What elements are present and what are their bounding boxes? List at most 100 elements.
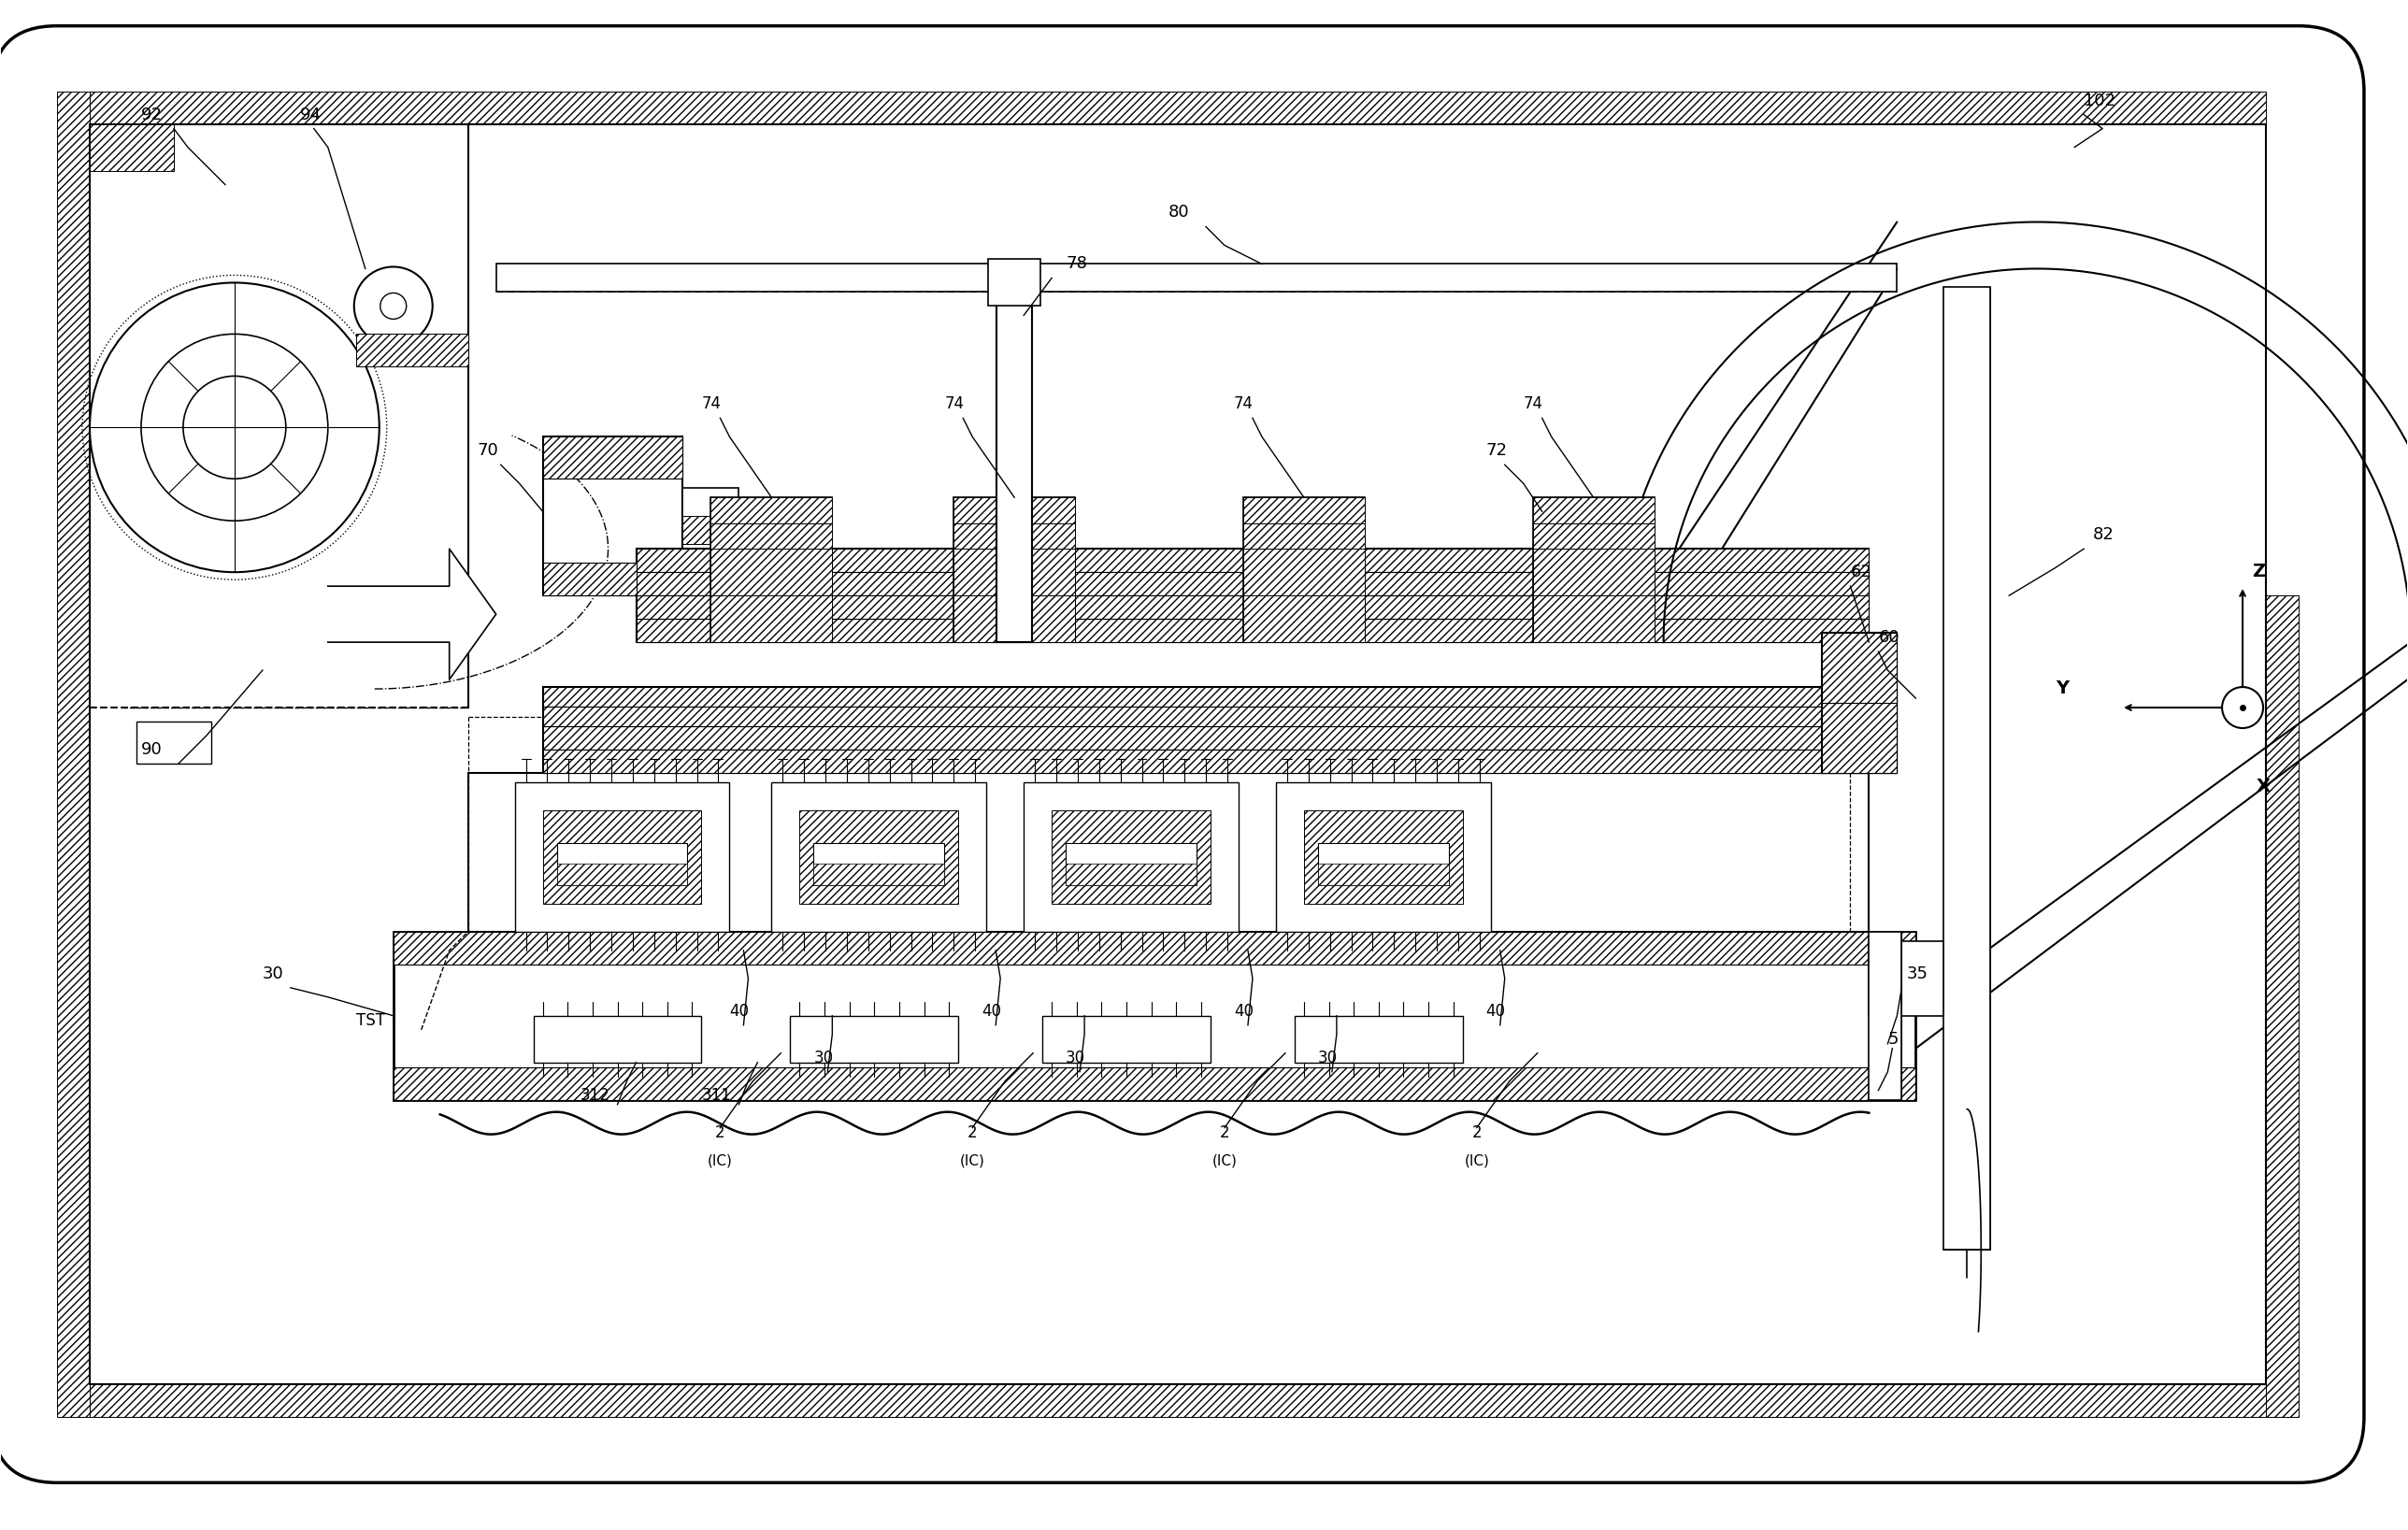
Bar bbox=[814, 864, 944, 884]
Bar bbox=[1534, 595, 1654, 643]
Bar bbox=[542, 727, 1898, 750]
Bar bbox=[710, 549, 833, 643]
Text: 74: 74 bbox=[1233, 396, 1255, 413]
Bar bbox=[684, 488, 739, 545]
Text: 2: 2 bbox=[715, 1125, 725, 1141]
Bar bbox=[1243, 549, 1365, 643]
Bar bbox=[954, 497, 1074, 549]
Bar bbox=[1943, 288, 1991, 1248]
Bar bbox=[542, 750, 1898, 773]
Bar bbox=[1043, 1016, 1211, 1062]
Bar bbox=[636, 595, 1869, 643]
Bar bbox=[89, 92, 2266, 124]
Bar bbox=[1243, 595, 1365, 643]
Bar bbox=[814, 843, 944, 884]
Bar bbox=[710, 497, 833, 523]
Bar bbox=[496, 265, 1898, 292]
Text: 70: 70 bbox=[477, 442, 498, 459]
Bar bbox=[1534, 523, 1654, 549]
Circle shape bbox=[354, 266, 433, 346]
Bar bbox=[954, 497, 1074, 523]
Bar bbox=[1943, 288, 1991, 1248]
Circle shape bbox=[380, 292, 407, 320]
Bar bbox=[1823, 702, 1898, 773]
Bar bbox=[467, 773, 1869, 932]
Bar bbox=[393, 932, 1917, 964]
Bar bbox=[710, 595, 833, 643]
Bar bbox=[636, 595, 1869, 618]
Bar bbox=[771, 782, 987, 932]
Text: 30: 30 bbox=[1067, 1050, 1086, 1066]
Bar bbox=[1534, 497, 1654, 523]
Bar bbox=[1869, 932, 1902, 1100]
Bar bbox=[393, 932, 1917, 1100]
Circle shape bbox=[183, 376, 287, 479]
Bar bbox=[710, 523, 833, 549]
Bar bbox=[515, 782, 730, 932]
Bar bbox=[1869, 941, 1943, 1016]
Text: 72: 72 bbox=[1486, 442, 1507, 459]
Text: X: X bbox=[2256, 777, 2271, 796]
Bar bbox=[636, 572, 1869, 595]
Bar bbox=[997, 297, 1033, 643]
Text: (IC): (IC) bbox=[1464, 1154, 1488, 1167]
Text: 30: 30 bbox=[1317, 1050, 1339, 1066]
Text: 102: 102 bbox=[2083, 92, 2117, 109]
Text: 40: 40 bbox=[1486, 1002, 1505, 1019]
Bar bbox=[1305, 811, 1462, 904]
Bar bbox=[2266, 595, 2300, 1417]
Bar bbox=[1023, 782, 1238, 932]
Text: 311: 311 bbox=[701, 1086, 732, 1103]
Bar bbox=[137, 722, 212, 763]
Bar bbox=[710, 497, 833, 549]
Text: 78: 78 bbox=[1067, 256, 1086, 272]
Text: 82: 82 bbox=[2093, 526, 2114, 543]
Bar bbox=[1317, 864, 1450, 884]
Bar bbox=[356, 334, 467, 367]
Text: 40: 40 bbox=[730, 1002, 749, 1019]
Text: 74: 74 bbox=[701, 396, 720, 413]
Bar bbox=[1067, 843, 1197, 884]
Circle shape bbox=[142, 334, 327, 520]
Bar bbox=[1243, 497, 1365, 549]
Bar bbox=[636, 549, 1869, 572]
Bar bbox=[684, 516, 739, 545]
Circle shape bbox=[2223, 687, 2264, 728]
Text: 2: 2 bbox=[968, 1125, 978, 1141]
Text: 74: 74 bbox=[944, 396, 963, 413]
Bar bbox=[89, 124, 173, 171]
Bar bbox=[1296, 1016, 1462, 1062]
Bar bbox=[542, 727, 1898, 773]
Bar bbox=[542, 687, 1898, 707]
Bar bbox=[393, 1066, 1917, 1100]
Bar bbox=[1534, 549, 1654, 643]
Bar bbox=[556, 864, 689, 884]
Bar bbox=[58, 92, 89, 1417]
Text: (IC): (IC) bbox=[708, 1154, 732, 1167]
Text: Y: Y bbox=[2056, 679, 2068, 698]
Bar bbox=[542, 563, 684, 595]
Bar bbox=[1534, 497, 1654, 549]
Bar bbox=[542, 687, 1898, 727]
Text: 2: 2 bbox=[1471, 1125, 1481, 1141]
Bar bbox=[1052, 811, 1211, 904]
Bar bbox=[1243, 497, 1365, 523]
Bar bbox=[987, 259, 1040, 306]
Bar bbox=[1067, 864, 1197, 884]
Text: TST: TST bbox=[356, 1011, 385, 1028]
Text: 92: 92 bbox=[142, 106, 164, 122]
Text: 60: 60 bbox=[1878, 629, 1900, 646]
Bar bbox=[636, 549, 1869, 595]
Circle shape bbox=[89, 283, 380, 572]
Bar bbox=[542, 436, 684, 595]
Bar bbox=[954, 595, 1074, 643]
Bar bbox=[799, 811, 958, 904]
Bar bbox=[1534, 549, 1654, 595]
Text: 62: 62 bbox=[1849, 563, 1871, 580]
Bar bbox=[1869, 932, 1902, 1100]
Bar bbox=[1823, 633, 1898, 702]
Text: 74: 74 bbox=[1524, 396, 1544, 413]
Bar bbox=[1317, 843, 1450, 884]
Bar bbox=[1823, 633, 1898, 773]
Bar bbox=[790, 1016, 958, 1062]
